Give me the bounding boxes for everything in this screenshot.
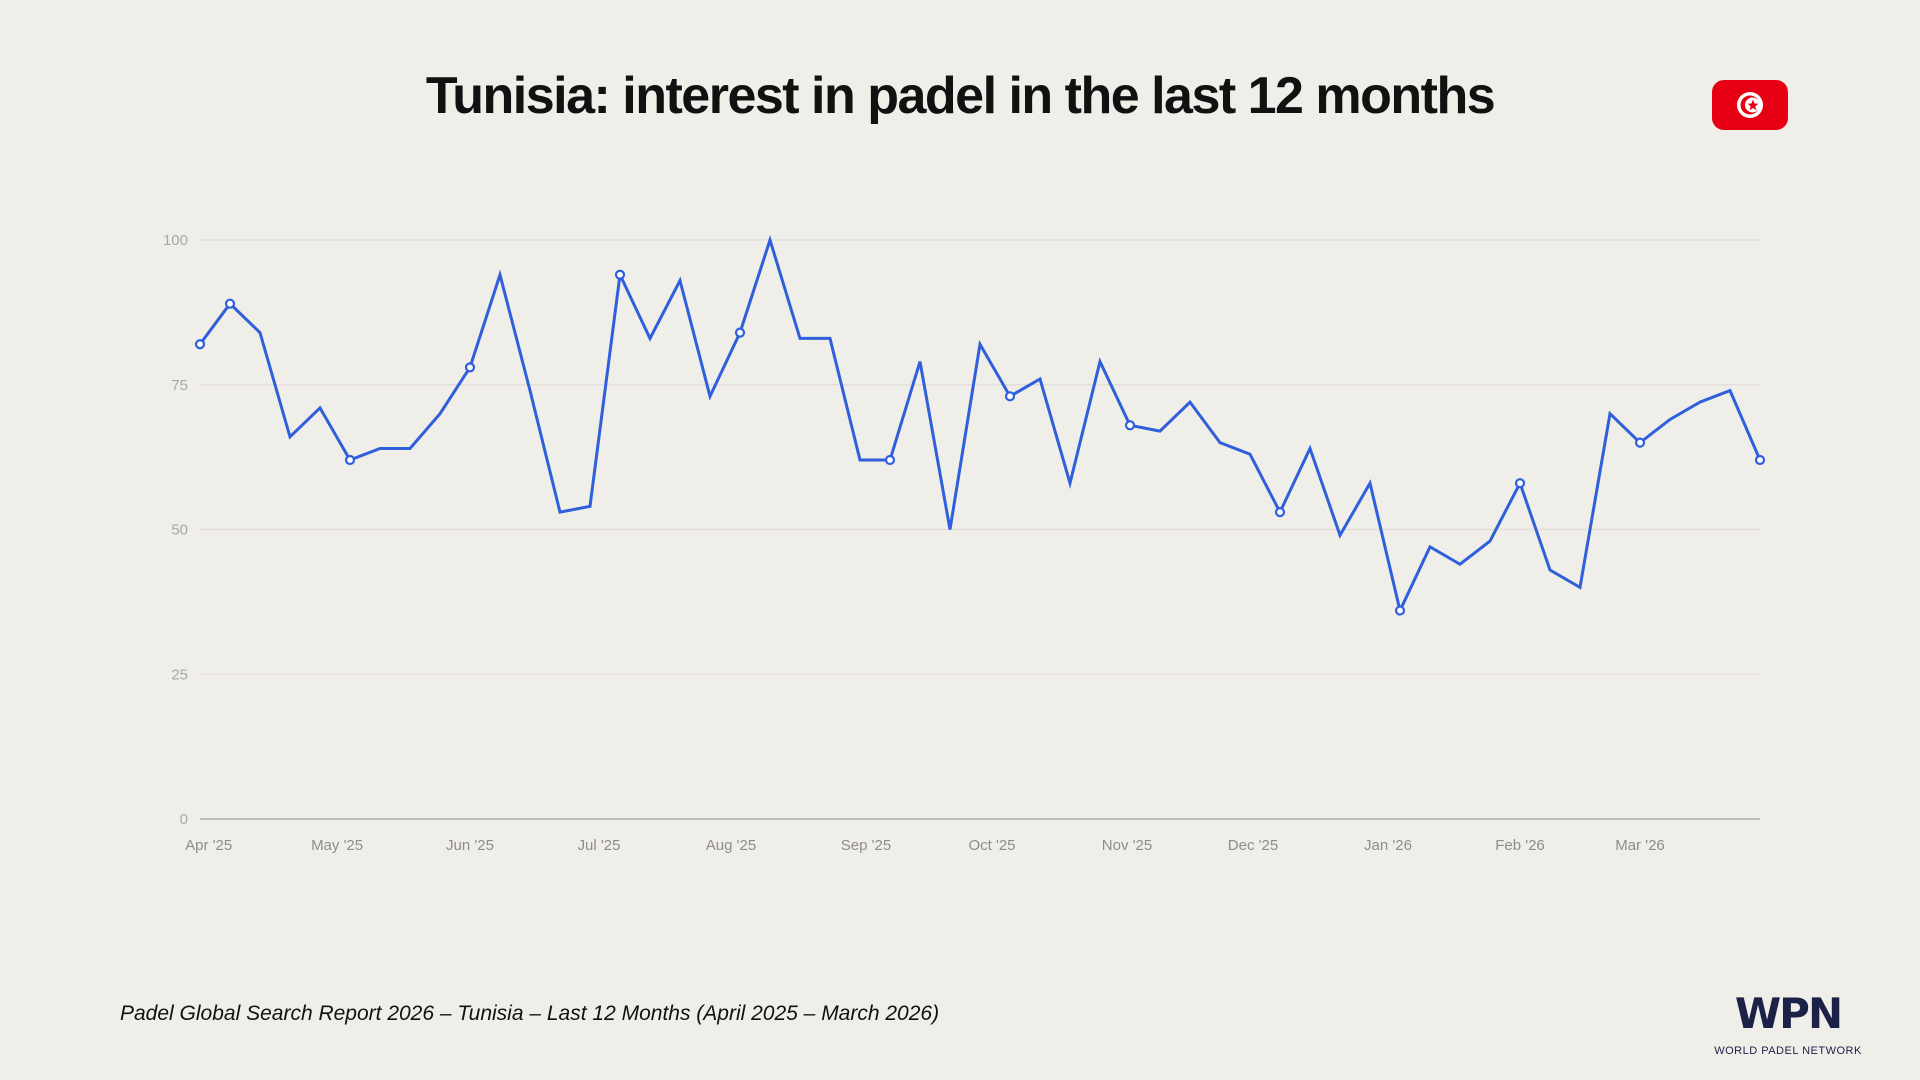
data-point-marker — [1514, 478, 1526, 489]
x-tick-label: Apr '25 — [185, 837, 232, 854]
line-chart: 0 25 50 75 100 Apr '25 May '25 Jun '25 Jul '25 Au… — [163, 232, 1766, 854]
data-point-marker — [1754, 454, 1766, 466]
data-point-marker — [1274, 507, 1286, 518]
x-tick-label: Feb '26 — [1495, 837, 1545, 854]
page-title: Tunisia: interest in padel in the last 1… — [425, 67, 1496, 125]
y-tick-label: 25 — [171, 666, 188, 683]
data-point-marker — [1004, 391, 1016, 402]
x-tick-label: May '25 — [311, 837, 363, 854]
tunisia-flag-icon — [1712, 80, 1788, 130]
y-tick-label: 0 — [180, 811, 188, 828]
data-point-marker — [884, 454, 896, 466]
data-point-marker — [224, 298, 236, 309]
y-tick-label: 100 — [163, 232, 188, 249]
footer-caption: Padel Global Search Report 2026 – Tunisi… — [120, 1002, 940, 1025]
y-tick-label: 75 — [171, 377, 188, 394]
data-point-marker — [1634, 437, 1646, 448]
x-tick-label: Sep '25 — [841, 837, 891, 854]
data-point-marker — [734, 327, 746, 338]
data-point-marker — [464, 362, 476, 373]
x-tick-label: Mar '26 — [1615, 837, 1665, 854]
data-point-marker — [614, 269, 626, 280]
x-tick-label: Oct '25 — [968, 837, 1015, 854]
y-tick-label: 50 — [171, 522, 188, 539]
x-tick-label: Jan '26 — [1364, 837, 1412, 854]
data-point-marker — [1124, 420, 1136, 431]
x-tick-label: Dec '25 — [1228, 837, 1278, 854]
x-tick-label: Jun '25 — [446, 837, 494, 854]
data-line — [198, 234, 1762, 616]
data-point-marker — [194, 339, 206, 350]
x-tick-label: Nov '25 — [1102, 837, 1152, 854]
wpn-logo: WPN WORLD PADEL NETWORK — [1688, 988, 1888, 1058]
logo-text: WORLD PADEL NETWORK — [1714, 1045, 1862, 1057]
x-tick-label: Aug '25 — [706, 837, 756, 854]
logo-mark: WPN — [1734, 989, 1843, 1038]
data-point-marker — [344, 454, 356, 466]
x-tick-label: Jul '25 — [578, 837, 621, 854]
data-point-marker — [1394, 605, 1406, 616]
